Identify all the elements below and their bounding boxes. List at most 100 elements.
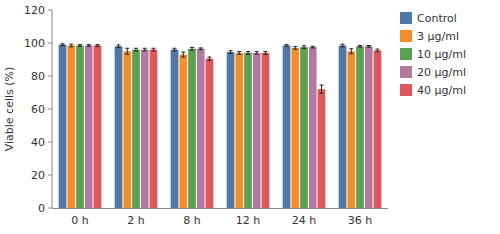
error-cap [319,93,323,94]
error-bar [151,48,155,51]
error-bar [95,45,99,47]
bar [309,47,317,208]
legend-label: 3 μg/ml [417,30,459,43]
error-bar [263,52,267,55]
error-cap [285,46,289,47]
error-cap [293,46,297,47]
error-bar [173,48,177,51]
y-tick-label: 100 [24,37,45,50]
error-cap [125,54,129,55]
chart: 0204060801001200 h2 h8 h12 h24 h36 hViab… [0,0,500,234]
bar [235,53,243,208]
error-bar [358,45,362,47]
bar [132,50,140,208]
bars [59,44,382,208]
error-line [351,49,352,54]
legend-swatch [400,30,412,42]
error-bar [117,45,121,48]
error-cap [61,43,65,44]
legend-label: 10 μg/ml [417,48,466,61]
error-cap [173,48,177,49]
bar [94,45,102,208]
legend-swatch [400,84,412,96]
error-bar [341,44,345,47]
error-bar [69,44,73,47]
error-cap [117,44,121,45]
error-bar [143,48,147,51]
bar [76,45,84,208]
error-cap [69,46,73,47]
error-cap [237,51,241,52]
error-cap [237,54,241,55]
error-bar [255,52,259,55]
error-cap [143,50,147,51]
error-cap [246,54,250,55]
bar [115,46,123,208]
y-tick [48,142,52,143]
error-cap [134,48,138,49]
bar [67,45,75,208]
error-cap [311,47,315,48]
y-tick-label: 120 [24,4,45,17]
error-cap [134,50,138,51]
bar [206,59,214,208]
bar [141,50,149,208]
error-cap [349,48,353,49]
error-cap [173,50,177,51]
error-cap [87,44,91,45]
error-cap [117,47,121,48]
error-bar [302,46,306,49]
error-cap [255,54,259,55]
error-bar [293,47,297,50]
y-tick-label: 0 [38,202,45,215]
error-cap [151,48,155,49]
error-cap [125,48,129,49]
bar [85,45,93,208]
bar [253,53,261,208]
error-bar [78,45,82,47]
x-tick-label: 2 h [127,214,144,227]
error-cap [255,51,259,52]
x-tick-label: 12 h [236,214,260,227]
bar [244,53,252,208]
bar [59,45,67,208]
error-cap [95,46,99,47]
x-tick-label: 24 h [292,214,316,227]
y-tick [48,175,52,176]
error-cap [229,53,233,54]
error-cap [293,49,297,50]
error-line [183,52,184,57]
x-tick-label: 36 h [348,214,372,227]
error-cap [69,44,73,45]
legend-label: 20 μg/ml [417,66,466,79]
x-axis-line [52,208,388,209]
y-tick [48,10,52,11]
bar [291,48,299,208]
error-cap [78,44,82,45]
bar [318,89,326,208]
error-bar [87,45,91,47]
error-cap [319,85,323,86]
bar [339,45,347,208]
error-cap [349,53,353,54]
error-bar [190,47,194,50]
error-cap [358,45,362,46]
error-cap [199,49,203,50]
legend-label: Control [417,12,457,25]
error-cap [95,44,99,45]
error-cap [190,47,194,48]
bar [171,50,179,208]
error-bar [311,46,315,48]
legend-swatch [400,12,412,24]
error-cap [341,46,345,47]
y-tick-label: 60 [31,103,45,116]
error-cap [263,54,267,55]
x-tick-label: 0 h [71,214,88,227]
error-bar [237,52,241,55]
error-cap [87,46,91,47]
legend-swatch [400,48,412,60]
error-cap [302,45,306,46]
error-cap [207,60,211,61]
error-cap [61,45,65,46]
error-bar [125,48,129,54]
